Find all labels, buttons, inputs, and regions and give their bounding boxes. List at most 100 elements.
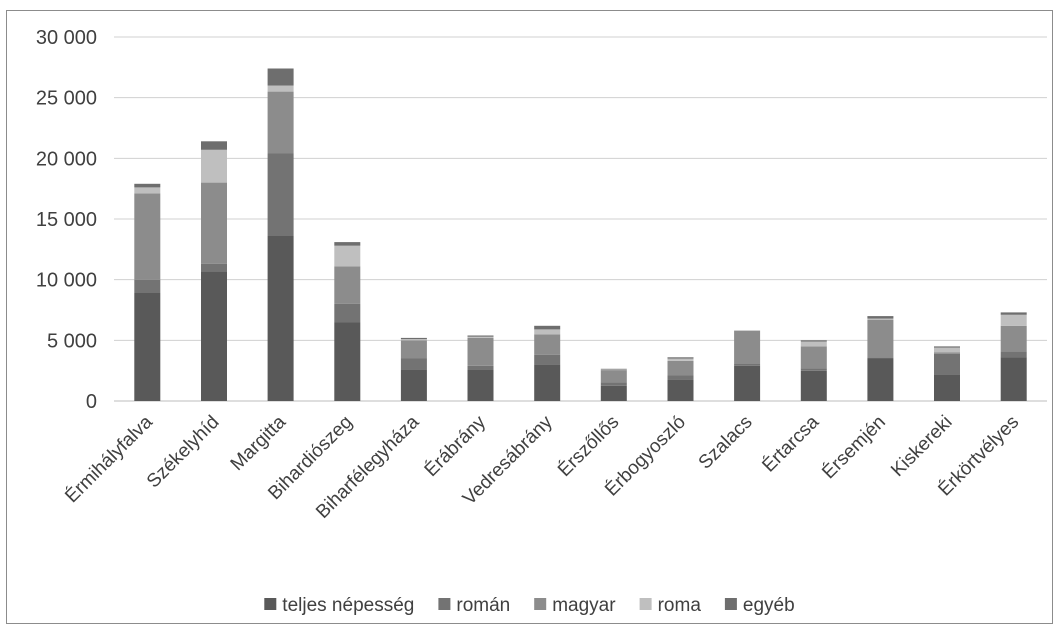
- y-tick-label: 30 000: [36, 27, 97, 49]
- bar-segment: [134, 187, 161, 194]
- bar-stack: [867, 316, 894, 401]
- bar-segment: [667, 357, 694, 359]
- bar-segment: [1000, 351, 1027, 358]
- bar-segment: [600, 382, 627, 386]
- y-tick-label: 20 000: [36, 148, 97, 170]
- bar-segment: [400, 369, 427, 401]
- bar-stack: [267, 68, 294, 401]
- bar-segment: [934, 374, 960, 401]
- bar-segment: [534, 364, 561, 401]
- bar-stack: [800, 340, 827, 401]
- bar-stack: [400, 337, 427, 401]
- bar-segment: [400, 337, 427, 340]
- legend-label: teljes népesség: [282, 595, 414, 616]
- bar-stack: [667, 357, 694, 401]
- x-category-label: Értarcsa: [758, 411, 823, 476]
- bar-stack: [600, 368, 627, 401]
- bar-segment: [867, 318, 894, 320]
- bar-segment: [534, 329, 561, 335]
- bar-segment: [467, 365, 494, 370]
- bar-stack: [1000, 312, 1027, 401]
- bar-segment: [267, 85, 294, 92]
- bar-segment: [534, 354, 561, 365]
- legend-item: román: [438, 595, 510, 616]
- bar-segment: [800, 340, 827, 342]
- x-category-label: Kiskereki: [887, 412, 956, 481]
- bars: [134, 68, 1027, 401]
- bar-segment: [267, 236, 294, 401]
- bar-segment: [334, 303, 361, 323]
- bar-stack: [334, 242, 361, 401]
- legend-item: roma: [639, 595, 702, 616]
- bar-segment: [467, 335, 494, 337]
- bar-segment: [134, 293, 161, 401]
- legend-swatch: [534, 598, 547, 610]
- bar-segment: [467, 369, 494, 401]
- bar-segment: [134, 279, 161, 293]
- bar-segment: [1000, 314, 1027, 326]
- bar-segment: [1000, 325, 1027, 352]
- bar-segment: [600, 385, 627, 401]
- y-tick-label: 0: [86, 391, 97, 413]
- legend-label: egyéb: [743, 595, 795, 616]
- bar-stack: [467, 335, 494, 401]
- x-category-label: Székelyhíd: [143, 412, 224, 493]
- bar-segment: [134, 183, 161, 188]
- legend-item: teljes népesség: [264, 595, 414, 616]
- bar-segment: [800, 341, 827, 347]
- bar-segment: [800, 368, 827, 371]
- x-category-label: Érszőllős: [554, 412, 623, 481]
- bar-stack: [934, 346, 960, 401]
- bar-segment: [201, 271, 227, 401]
- bar-segment: [867, 319, 894, 358]
- bar-segment: [467, 337, 494, 366]
- bar-segment: [201, 182, 227, 264]
- x-category-label: Szalacs: [695, 412, 757, 474]
- gridlines: [114, 36, 1047, 341]
- bar-stack: [201, 141, 227, 401]
- bar-segment: [800, 370, 827, 401]
- bar-segment: [334, 322, 361, 401]
- bar-segment: [800, 346, 827, 369]
- bar-segment: [534, 334, 561, 355]
- bar-segment: [400, 339, 427, 341]
- bar-segment: [201, 149, 227, 183]
- x-category-label: Érábrány: [421, 411, 491, 481]
- bar-segment: [600, 368, 627, 370]
- legend-label: magyar: [552, 595, 616, 616]
- bar-segment: [201, 141, 227, 150]
- legend-item: magyar: [534, 595, 616, 616]
- bar-segment: [667, 358, 694, 361]
- bar-segment: [1000, 357, 1027, 401]
- bar-segment: [734, 364, 761, 366]
- legend-swatch: [438, 598, 451, 610]
- bar-stack: [534, 325, 561, 401]
- y-tick-label: 10 000: [36, 270, 97, 292]
- x-category-label: Érmihályfalva: [61, 411, 157, 507]
- y-axis-tick-labels: 0 5 000 10 000 15 000 20 000 25 000 30 000: [36, 27, 97, 413]
- bar-segment: [867, 357, 894, 359]
- bar-segment: [867, 316, 894, 319]
- bar-segment: [734, 330, 761, 364]
- y-tick-label: 5 000: [47, 330, 97, 352]
- bar-segment: [534, 325, 561, 330]
- legend-label: román: [456, 595, 510, 616]
- legend-swatch: [264, 598, 277, 610]
- legend-label: roma: [658, 595, 702, 616]
- bar-segment: [667, 375, 694, 380]
- y-tick-label: 15 000: [36, 209, 97, 231]
- bar-segment: [667, 379, 694, 401]
- legend: teljes népesség román magyar roma egyéb: [264, 595, 795, 616]
- bar-segment: [1000, 312, 1027, 315]
- bar-segment: [934, 346, 960, 348]
- stacked-bar-chart: 0 5 000 10 000 15 000 20 000 25 000 30 000 Érmi…: [36, 27, 1047, 616]
- x-category-label: Margitta: [227, 411, 291, 475]
- bar-segment: [267, 68, 294, 86]
- legend-item: egyéb: [724, 595, 795, 616]
- bar-segment: [734, 365, 761, 401]
- bar-segment: [334, 242, 361, 246]
- bar-segment: [934, 353, 960, 375]
- chart-frame: 0 5 000 10 000 15 000 20 000 25 000 30 000 Érmi…: [6, 10, 1053, 624]
- bar-stack: [734, 330, 761, 401]
